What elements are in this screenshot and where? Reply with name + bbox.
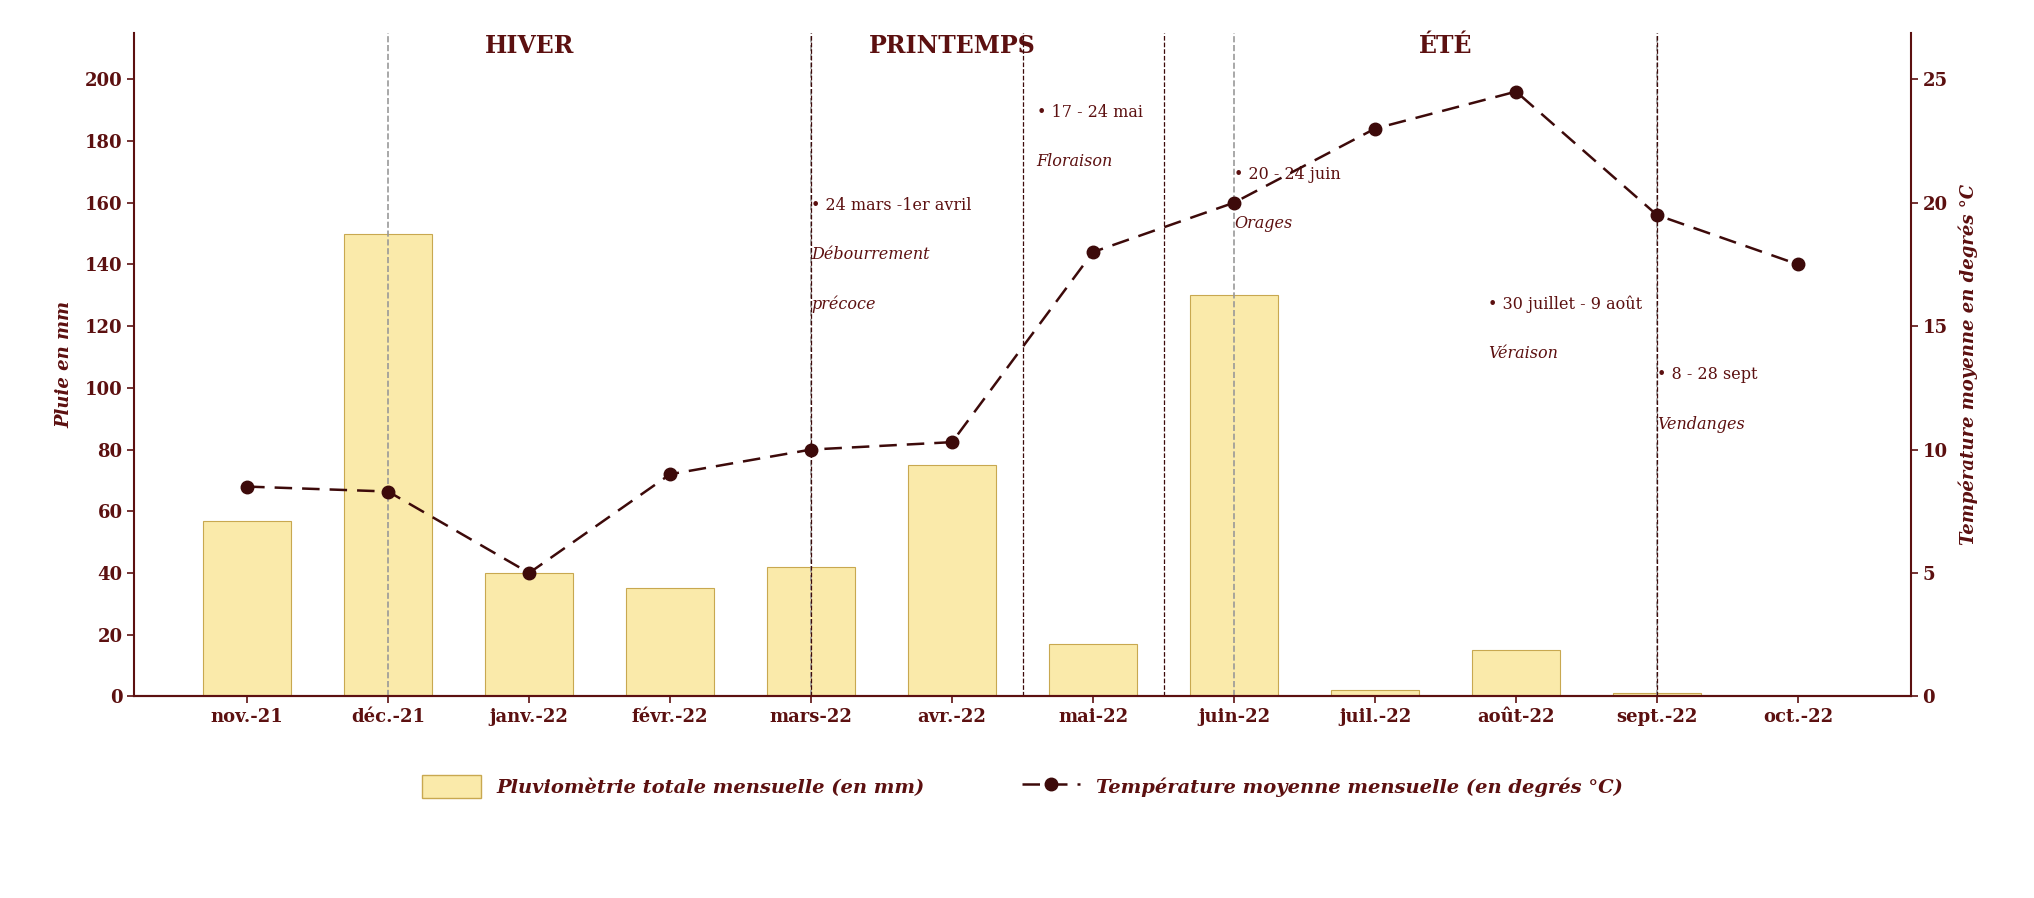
Text: Débourrement: Débourrement bbox=[812, 246, 930, 263]
Bar bbox=[344, 233, 431, 697]
Y-axis label: Pluie en mm: Pluie en mm bbox=[55, 301, 73, 428]
Bar bbox=[1050, 644, 1137, 697]
Bar bbox=[203, 521, 291, 697]
Text: Floraison: Floraison bbox=[1037, 154, 1113, 171]
Bar bbox=[909, 465, 997, 697]
Bar bbox=[1190, 295, 1277, 697]
Text: • 17 - 24 mai: • 17 - 24 mai bbox=[1037, 104, 1143, 121]
Y-axis label: Température moyenne en degrés °C: Température moyenne en degrés °C bbox=[1959, 184, 1979, 545]
Text: ÉTÉ: ÉTÉ bbox=[1420, 33, 1473, 57]
Text: • 8 - 28 sept: • 8 - 28 sept bbox=[1658, 366, 1757, 383]
Text: Orages: Orages bbox=[1235, 215, 1292, 232]
Text: Véraison: Véraison bbox=[1487, 345, 1558, 362]
Bar bbox=[486, 573, 574, 697]
Text: HIVER: HIVER bbox=[484, 33, 574, 57]
Bar bbox=[1473, 650, 1560, 697]
Bar bbox=[1332, 691, 1420, 697]
Text: • 24 mars -1er avril: • 24 mars -1er avril bbox=[812, 197, 972, 214]
Text: • 20 - 24 juin: • 20 - 24 juin bbox=[1235, 165, 1340, 182]
Bar bbox=[626, 588, 714, 697]
Bar bbox=[767, 567, 854, 697]
Legend: Pluviomètrie totale mensuelle (en mm), Température moyenne mensuelle (en degrés : Pluviomètrie totale mensuelle (en mm), T… bbox=[415, 767, 1631, 806]
Text: précoce: précoce bbox=[812, 295, 875, 313]
Text: PRINTEMPS: PRINTEMPS bbox=[869, 33, 1035, 57]
Text: Vendanges: Vendanges bbox=[1658, 416, 1745, 433]
Text: • 30 juillet - 9 août: • 30 juillet - 9 août bbox=[1487, 295, 1641, 313]
Bar bbox=[1613, 693, 1700, 697]
